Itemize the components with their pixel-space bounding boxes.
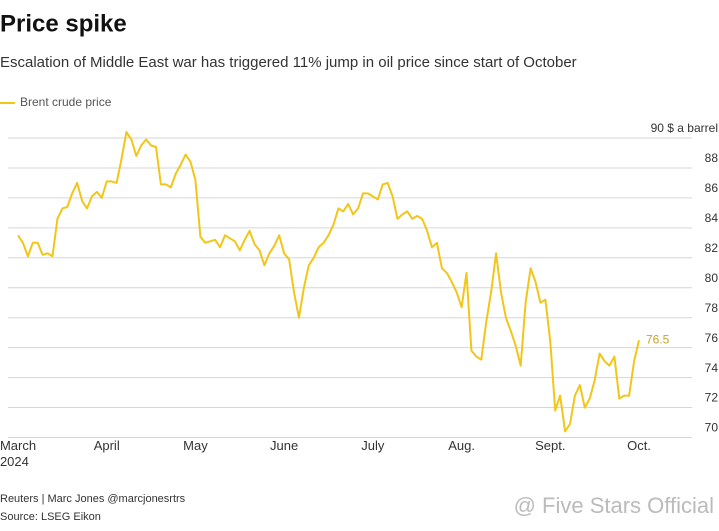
price-line (17, 131, 640, 433)
x-tick-label: March 2024 (0, 438, 37, 469)
x-tick-label: June (270, 438, 299, 453)
y-tick-label: 70 (705, 421, 719, 435)
credit: Reuters | Marc Jones @marcjonesrtrs (0, 493, 186, 505)
x-tick-label: Sept. (535, 438, 566, 453)
watermark: @ Five Stars Official (514, 493, 714, 518)
x-tick-label: Aug. (448, 438, 475, 453)
y-tick-label: 76 (705, 331, 719, 345)
x-tick-label: July (361, 438, 385, 453)
x-tick-label: Oct. (627, 438, 651, 453)
x-tick-label: April (93, 438, 120, 453)
legend-label: Brent crude price (20, 95, 112, 109)
y-tick-label: 90 $ a barrel (651, 121, 718, 135)
y-tick-label: 72 (705, 391, 719, 405)
y-tick-label: 80 (705, 271, 719, 285)
subtitle: Escalation of Middle East war has trigge… (0, 54, 577, 71)
y-tick-label: 86 (705, 181, 719, 195)
x-tick-label: May (183, 438, 208, 453)
source: Source: LSEG Eikon (0, 511, 101, 523)
y-tick-label: 88 (705, 151, 719, 165)
y-tick-label: 84 (705, 211, 719, 225)
y-tick-label: 82 (705, 241, 719, 255)
chart-title: Price spike (0, 10, 127, 37)
end-value-label: 76.5 (646, 332, 670, 346)
y-tick-label: 74 (705, 361, 719, 375)
y-tick-label: 78 (705, 301, 719, 315)
